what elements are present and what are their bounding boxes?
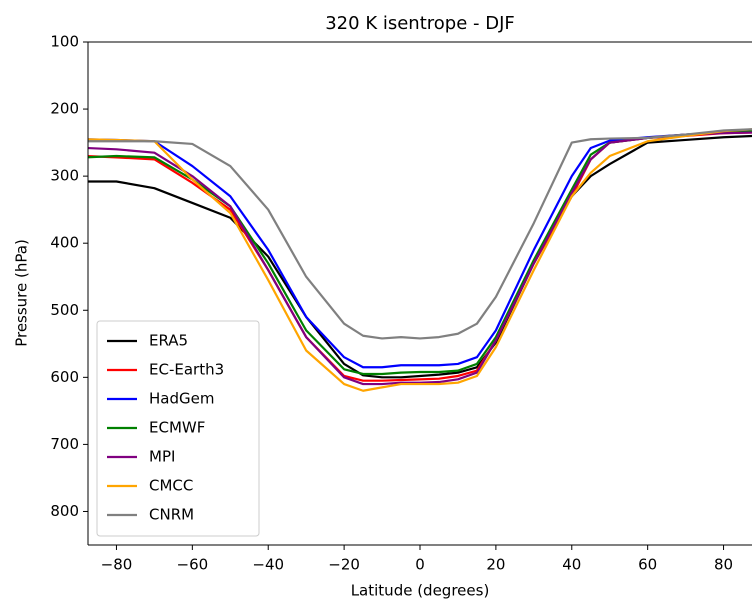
legend-box: [96, 320, 260, 537]
y-tick-label: 800: [50, 502, 79, 520]
legend: ERA5 EC-Earth3 HadGem ECMWF MPI CMCC CNRM: [96, 320, 260, 537]
series-line: [88, 128, 752, 392]
plot-lines: [88, 128, 752, 392]
x-tick-label: 20: [486, 556, 505, 574]
legend-label: ERA5: [149, 332, 188, 350]
x-tick-label: −60: [177, 556, 209, 574]
series-line: [88, 128, 752, 340]
x-tick-label: 60: [638, 556, 657, 574]
legend-label: ECMWF: [149, 419, 205, 437]
y-axis-label: Pressure (hPa): [13, 239, 31, 347]
x-axis-label: Latitude (degrees): [351, 582, 490, 600]
x-tick-label: −40: [252, 556, 284, 574]
legend-label: CMCC: [149, 477, 193, 495]
series-line: [88, 131, 752, 386]
legend-label: EC-Earth3: [149, 361, 224, 379]
x-tick-label: 40: [562, 556, 581, 574]
y-tick-label: 600: [50, 368, 79, 386]
legend-label: MPI: [149, 448, 175, 466]
x-tick-label: −20: [328, 556, 360, 574]
y-tick-label: 400: [50, 234, 79, 252]
series-line: [88, 130, 752, 369]
y-tick-label: 500: [50, 301, 79, 319]
legend-label: HadGem: [149, 390, 214, 408]
series-line: [88, 134, 752, 379]
x-tick-label: 80: [714, 556, 733, 574]
chart-title: 320 K isentrope - DJF: [325, 13, 515, 34]
y-tick-label: 300: [50, 167, 79, 185]
y-tick-label: 200: [50, 100, 79, 118]
y-tick-label: 100: [50, 33, 79, 51]
legend-label: CNRM: [149, 506, 194, 524]
y-tick-label: 700: [50, 435, 79, 453]
x-tick-label: 0: [415, 556, 425, 574]
x-tick-label: −80: [101, 556, 133, 574]
